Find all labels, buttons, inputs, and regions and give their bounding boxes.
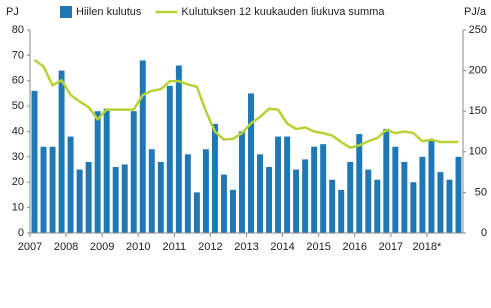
x-tick-label: 2011: [163, 241, 187, 253]
y2-tick-label: 200: [469, 65, 487, 77]
y2-tick-label: 50: [475, 186, 487, 198]
bar: [202, 149, 209, 233]
y-tick-label: 0: [18, 227, 24, 239]
bar: [49, 146, 56, 233]
x-tick-label: 2010: [126, 241, 150, 253]
y2-tick-label: 150: [469, 105, 487, 117]
x-tick-label: 2016: [343, 241, 367, 253]
bar: [311, 146, 318, 233]
bar: [320, 144, 327, 233]
bar: [275, 136, 282, 233]
bar: [248, 93, 254, 233]
bar: [40, 146, 47, 233]
legend-label: Kulutuksen 12 kuukauden liukuva summa: [181, 6, 385, 18]
x-tick-label: 2017: [379, 241, 403, 253]
bar: [31, 90, 38, 234]
y-tick-label: 60: [12, 75, 24, 87]
bar: [94, 111, 101, 233]
x-tick-label: 2007: [18, 241, 42, 253]
y2-tick-label: 0: [481, 227, 487, 239]
y-tick-label: 70: [12, 49, 24, 61]
bar: [446, 179, 453, 233]
x-tick-label: 2012: [198, 241, 222, 253]
y2-unit: PJ/a: [464, 6, 487, 18]
y2-tick-label: 100: [469, 146, 487, 158]
y-unit: PJ: [6, 6, 19, 18]
bar: [437, 172, 444, 233]
bar: [67, 136, 74, 233]
legend-label: Hiilen kulutus: [76, 6, 142, 18]
bar: [121, 164, 128, 233]
bar: [302, 159, 309, 233]
bar: [184, 154, 191, 233]
y-tick-label: 10: [12, 202, 24, 214]
bar: [455, 156, 462, 233]
bar: [58, 70, 65, 233]
bar: [257, 154, 264, 233]
x-tick-label: 2014: [270, 241, 294, 253]
bar: [157, 161, 164, 233]
bar: [175, 65, 182, 234]
y2-tick-label: 250: [469, 24, 487, 36]
y-tick-label: 20: [12, 176, 24, 188]
bar: [428, 139, 435, 233]
bar: [139, 60, 146, 234]
bar: [365, 169, 372, 233]
bar: [410, 182, 417, 233]
bar: [383, 128, 390, 233]
x-tick-label: 2013: [234, 241, 258, 253]
y-tick-label: 30: [12, 151, 24, 163]
bar: [338, 189, 345, 233]
bar: [293, 169, 300, 233]
bar: [401, 161, 408, 233]
x-tick-label: 2008: [54, 241, 78, 253]
bar: [229, 189, 236, 233]
bar: [103, 108, 110, 233]
bar: [266, 167, 273, 233]
bar: [220, 174, 227, 233]
line: [33, 59, 459, 149]
y-tick-label: 40: [12, 125, 24, 137]
bar: [239, 131, 245, 233]
bar: [130, 111, 137, 233]
bar: [356, 134, 363, 233]
bar: [374, 179, 381, 233]
legend-swatch: [60, 6, 72, 18]
bar: [166, 85, 173, 233]
x-tick-label: 2015: [306, 241, 330, 253]
bar: [284, 136, 291, 233]
bar: [211, 123, 218, 233]
bar: [329, 179, 336, 233]
bar: [193, 192, 200, 233]
y-tick-label: 50: [12, 100, 24, 112]
bar: [76, 169, 83, 233]
bar: [419, 156, 426, 233]
x-tick-label: 2018*: [413, 241, 442, 253]
bar: [112, 167, 119, 233]
bar: [347, 161, 354, 233]
x-tick-label: 2009: [90, 241, 114, 253]
y-tick-label: 80: [12, 24, 24, 36]
bar: [85, 161, 92, 233]
bar: [148, 149, 155, 233]
bar: [392, 146, 399, 233]
